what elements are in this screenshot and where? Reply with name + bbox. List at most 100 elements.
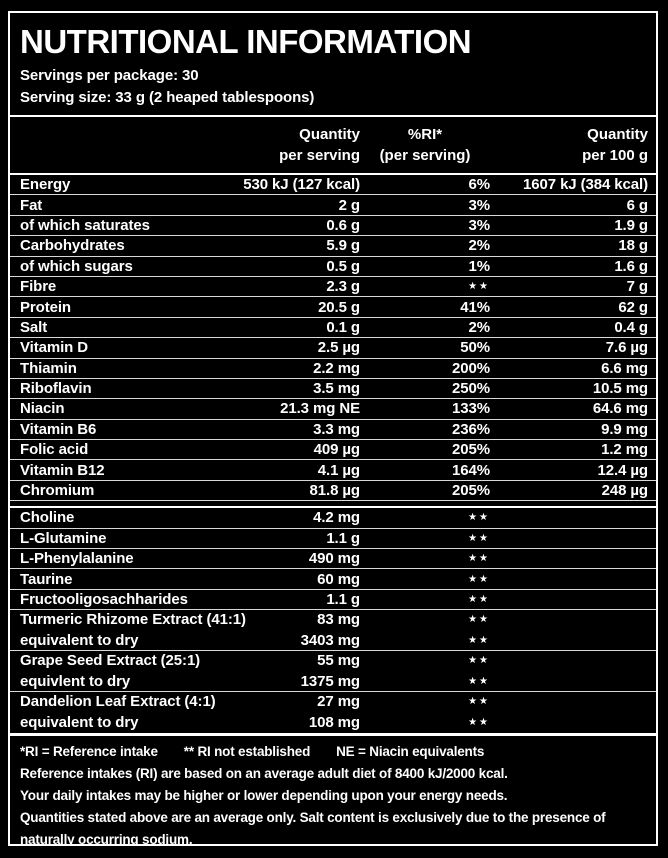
table-row: Folic acid 409 µg 205% 1.2 mg xyxy=(10,440,656,461)
nutrient-name: Chromium xyxy=(20,482,95,500)
quantity-per-100g: 9.9 mg xyxy=(601,420,648,438)
footnote-quantities-average: Quantities stated above are an average o… xyxy=(20,809,606,846)
table-row: Vitamin D 2.5 µg 50% 7.6 µg xyxy=(10,338,656,359)
quantity-per-100g: 248 µg xyxy=(601,482,649,500)
table-row: Chromium 81.8 µg 205% 248 µg xyxy=(10,481,656,502)
quantity-per-serving: 3.3 mg xyxy=(313,420,360,438)
table-row: equivalent to dry 3403 mg ★★ xyxy=(10,631,656,651)
quantity-per-serving: 83 mg xyxy=(317,611,360,629)
nutrient-name: Vitamin B6 xyxy=(20,420,97,438)
nutrient-name: equivalent to dry xyxy=(20,631,139,649)
ri-per-serving: 41% xyxy=(460,298,490,316)
legend-niacin-equivalents: NE = Niacin equivalents xyxy=(336,743,485,759)
quantity-per-serving: 3.5 mg xyxy=(313,380,360,398)
ri-per-serving: ★★ xyxy=(468,553,490,565)
quantity-per-serving: 60 mg xyxy=(317,570,360,588)
table-row: Taurine 60 mg ★★ xyxy=(10,569,656,590)
ri-per-serving: ★★ xyxy=(468,675,490,687)
footnote-daily-intakes: Your daily intakes may be higher or lowe… xyxy=(20,787,508,803)
quantity-per-serving: 5.9 g xyxy=(326,237,360,255)
column-header-quantity-per-serving: Quantity per serving xyxy=(210,124,360,166)
table-row: of which saturates 0.6 g 3% 1.9 g xyxy=(10,216,656,237)
nutrient-name: Turmeric Rhizome Extract (41:1) xyxy=(20,611,246,629)
table-row: of which sugars 0.5 g 1% 1.6 g xyxy=(10,257,656,277)
nutrient-name: Protein xyxy=(20,298,71,316)
table-row: Salt 0.1 g 2% 0.4 g xyxy=(10,318,656,339)
footnote-reference-intakes: Reference intakes (RI) are based on an a… xyxy=(20,765,508,781)
quantity-per-100g: 1.2 mg xyxy=(601,441,648,459)
nutrients-section: Energy 530 kJ (127 kcal) 6% 1607 kJ (384… xyxy=(10,175,656,502)
nutrient-name: Dandelion Leaf Extract (4:1) xyxy=(20,692,216,710)
ri-per-serving: 133% xyxy=(452,400,490,418)
quantity-per-serving: 1375 mg xyxy=(300,672,360,690)
quantity-per-100g: 64.6 mg xyxy=(592,400,648,418)
nutrient-name: Fibre xyxy=(20,278,57,296)
nutrition-label: NUTRITIONAL INFORMATION Servings per pac… xyxy=(8,11,658,846)
ri-per-serving: 236% xyxy=(452,420,490,438)
column-header-line: %RI* xyxy=(407,126,443,143)
quantity-per-serving: 20.5 g xyxy=(318,298,360,316)
ri-per-serving: 200% xyxy=(452,359,490,377)
table-row: Turmeric Rhizome Extract (41:1) 83 mg ★★ xyxy=(10,610,656,630)
nutrient-name: Niacin xyxy=(20,400,65,418)
column-header-line: (per serving) xyxy=(379,147,471,164)
table-row: Vitamin B6 3.3 mg 236% 9.9 mg xyxy=(10,420,656,441)
quantity-per-100g: 18 g xyxy=(618,237,648,255)
quantity-per-100g: 12.4 µg xyxy=(597,461,649,479)
nutrient-name: of which saturates xyxy=(20,216,150,234)
ri-per-serving: 164% xyxy=(452,461,490,479)
quantity-per-serving: 0.5 g xyxy=(326,257,360,275)
ri-per-serving: ★★ xyxy=(468,594,490,605)
quantity-per-serving: 2.3 g xyxy=(326,278,360,296)
quantity-per-serving: 530 kJ (127 kcal) xyxy=(243,176,360,194)
ri-per-serving: 1% xyxy=(468,257,491,275)
servings-per-package: Servings per package: 30 xyxy=(20,67,199,84)
column-header-line: per 100 g xyxy=(582,147,648,164)
nutrient-name: Fructooligosachharides xyxy=(20,591,188,608)
table-row: L-Glutamine 1.1 g ★★ xyxy=(10,529,656,550)
column-header-quantity-per-100g: Quantity per 100 g xyxy=(490,124,656,166)
quantity-per-serving: 2 g xyxy=(338,196,360,214)
ri-per-serving: ★★ xyxy=(468,716,490,728)
table-row: equivlent to dry 1375 mg ★★ xyxy=(10,671,656,692)
table-row: Energy 530 kJ (127 kcal) 6% 1607 kJ (384… xyxy=(10,175,656,196)
table-row: Fibre 2.3 g ★★ 7 g xyxy=(10,277,656,298)
quantity-per-serving: 3403 mg xyxy=(300,631,360,649)
nutrient-name: L-Glutamine xyxy=(20,529,107,547)
footnotes: *RI = Reference intake ** RI not establi… xyxy=(10,732,656,846)
serving-size: Serving size: 33 g (2 heaped tablespoons… xyxy=(20,89,315,106)
quantity-per-serving: 409 µg xyxy=(313,441,361,459)
quantity-per-100g: 7 g xyxy=(626,278,648,296)
table-row: Fructooligosachharides 1.1 g ★★ xyxy=(10,590,656,611)
ri-per-serving: 3% xyxy=(468,196,491,214)
nutrient-name: Carbohydrates xyxy=(20,237,125,255)
table-row: Riboflavin 3.5 mg 250% 10.5 mg xyxy=(10,379,656,400)
page-title: NUTRITIONAL INFORMATION xyxy=(20,23,472,60)
nutrient-name: Folic acid xyxy=(20,441,89,459)
supplements-section: Choline 4.2 mg ★★ L-Glutamine 1.1 g ★★ L… xyxy=(10,508,656,732)
quantity-per-serving: 1.1 g xyxy=(326,591,360,608)
table-row: Thiamin 2.2 mg 200% 6.6 mg xyxy=(10,359,656,379)
ri-per-serving: ★★ xyxy=(468,695,490,707)
ri-per-serving: ★★ xyxy=(468,281,490,293)
ri-per-serving: ★★ xyxy=(468,512,490,524)
quantity-per-100g: 1.9 g xyxy=(614,216,648,234)
table-row: L-Phenylalanine 490 mg ★★ xyxy=(10,549,656,570)
table-row: Choline 4.2 mg ★★ xyxy=(10,508,656,529)
quantity-per-serving: 4.2 mg xyxy=(313,509,360,527)
quantity-per-100g: 6.6 mg xyxy=(601,359,648,377)
column-header-line: per serving xyxy=(279,147,360,164)
quantity-per-100g: 1.6 g xyxy=(614,257,648,275)
ri-per-serving: ★★ xyxy=(468,532,490,544)
nutrient-name: Thiamin xyxy=(20,359,77,377)
quantity-per-serving: 4.1 µg xyxy=(317,461,360,479)
nutrient-name: equivlent to dry xyxy=(20,672,131,690)
table-row: Carbohydrates 5.9 g 2% 18 g xyxy=(10,236,656,257)
footnote-legend: *RI = Reference intake ** RI not establi… xyxy=(20,741,646,763)
ri-per-serving: 50% xyxy=(460,339,490,357)
quantity-per-serving: 2.5 µg xyxy=(317,339,360,357)
column-header-ri-per-serving: %RI* (per serving) xyxy=(360,124,490,166)
table-row: Dandelion Leaf Extract (4:1) 27 mg ★★ xyxy=(10,692,656,712)
nutrient-name: Choline xyxy=(20,509,75,527)
ri-per-serving: 250% xyxy=(452,380,490,398)
